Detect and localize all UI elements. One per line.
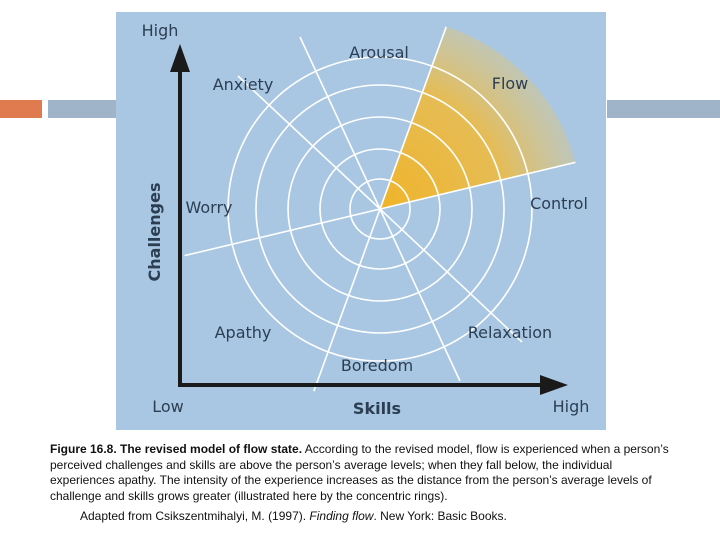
flow-highlight-sector <box>380 26 576 209</box>
ring-1 <box>349 178 411 240</box>
state-label-worry: Worry <box>185 198 232 217</box>
y-axis-label: Challenges <box>145 183 164 282</box>
concentric-rings <box>227 56 533 362</box>
citation-publisher: . New York: Basic Books. <box>373 509 507 523</box>
state-label-control: Control <box>530 194 588 213</box>
x-axis-label: Skills <box>353 399 401 418</box>
state-label-apathy: Apathy <box>215 323 272 342</box>
caption-body: According to the revised model, flow is … <box>50 442 669 503</box>
caption-title: Figure 16.8. The revised model of flow s… <box>50 442 303 456</box>
state-label-boredom: Boredom <box>341 356 413 375</box>
y-axis-high-label: High <box>142 21 179 40</box>
ring-2 <box>319 148 441 270</box>
x-axis-low-label: Low <box>152 397 184 416</box>
x-axis-high-label: High <box>553 397 590 416</box>
accent-bar-orange <box>0 100 42 118</box>
ring-5 <box>227 56 533 362</box>
state-label-relaxation: Relaxation <box>468 323 552 342</box>
ring-3 <box>287 116 473 302</box>
sector-lines <box>184 26 576 392</box>
x-axis-arrow-icon <box>540 375 568 395</box>
citation-title: Finding flow <box>309 509 374 523</box>
axes <box>170 44 568 395</box>
figure-caption: Figure 16.8. The revised model of flow s… <box>50 442 680 504</box>
accent-bar-blue-right <box>607 100 720 118</box>
state-label-flow: Flow <box>492 74 529 93</box>
ring-4 <box>255 84 505 334</box>
flow-model-diagram: High Challenges Low Skills High Arousal … <box>116 12 606 430</box>
y-axis-arrow-icon <box>170 44 190 72</box>
state-label-anxiety: Anxiety <box>213 75 274 94</box>
accent-bar-blue-left <box>48 100 116 118</box>
source-citation: Adapted from Csikszentmihalyi, M. (1997)… <box>80 509 680 523</box>
citation-authors: Adapted from Csikszentmihalyi, M. (1997)… <box>80 509 310 523</box>
state-label-arousal: Arousal <box>349 43 409 62</box>
sector-line-4 <box>299 36 461 382</box>
